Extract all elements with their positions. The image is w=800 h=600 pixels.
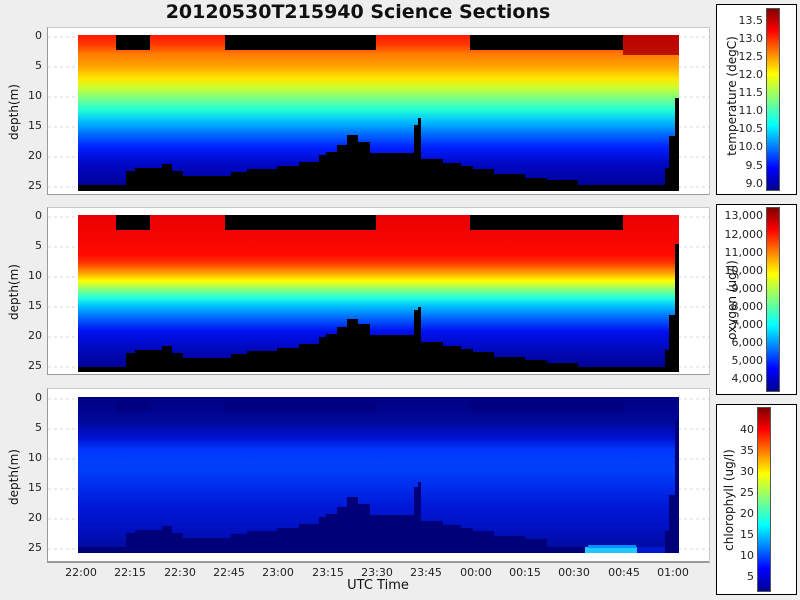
colorbar-tick: 12.0 bbox=[738, 68, 764, 81]
colorbar-tick: 13.0 bbox=[738, 32, 764, 45]
y-tick: 20 bbox=[28, 511, 42, 524]
y-tick: 0 bbox=[35, 209, 42, 222]
colorbar-tick: 4,000 bbox=[731, 372, 764, 385]
panel3-y-axis-label: depth(m) bbox=[7, 449, 21, 505]
colorbar-tick: 8,000 bbox=[731, 300, 764, 313]
oxygen-colorbar: oxygen (ug/l) 13,000 12,000 11,000 10,00… bbox=[716, 204, 797, 395]
colorbar-tick: 12.5 bbox=[738, 50, 764, 63]
temperature-colorbar: temperature (degC) 13.5 13.0 12.5 12.0 1… bbox=[716, 4, 797, 195]
colorbar-tick: 13.5 bbox=[738, 14, 764, 27]
colorbar-tick: 9.0 bbox=[745, 177, 764, 190]
chart-title: 20120530T215940 Science Sections bbox=[165, 1, 551, 23]
x-tick: 22:00 bbox=[65, 566, 97, 579]
colorbar-tick: 13,000 bbox=[724, 209, 764, 222]
y-tick: 10 bbox=[28, 451, 42, 464]
colorbar-tick: 30 bbox=[740, 465, 754, 478]
x-tick: 00:45 bbox=[608, 566, 640, 579]
y-tick: 10 bbox=[28, 89, 42, 102]
x-tick: 23:00 bbox=[262, 566, 294, 579]
y-tick: 0 bbox=[35, 391, 42, 404]
colorbar-tick: 40 bbox=[740, 423, 754, 436]
colorbar-tick: 25 bbox=[740, 486, 754, 499]
y-tick: 5 bbox=[35, 59, 42, 72]
y-tick: 15 bbox=[28, 299, 42, 312]
x-tick: 22:30 bbox=[164, 566, 196, 579]
colorbar-tick: 12,000 bbox=[724, 228, 764, 241]
y-tick: 10 bbox=[28, 269, 42, 282]
x-tick: 22:45 bbox=[213, 566, 245, 579]
y-tick: 25 bbox=[28, 541, 42, 554]
colorbar-tick: 11.0 bbox=[738, 104, 764, 117]
x-tick: 23:45 bbox=[410, 566, 442, 579]
y-tick: 25 bbox=[28, 179, 42, 192]
oxygen-section-plot bbox=[47, 207, 710, 375]
x-tick: 00:15 bbox=[509, 566, 541, 579]
x-tick: 01:00 bbox=[657, 566, 689, 579]
oxygen-colorbar-gradient bbox=[766, 207, 780, 392]
y-tick: 15 bbox=[28, 119, 42, 132]
y-tick: 20 bbox=[28, 329, 42, 342]
x-axis-line bbox=[47, 561, 709, 562]
colorbar-tick: 10 bbox=[740, 549, 754, 562]
colorbar-tick: 10.5 bbox=[738, 122, 764, 135]
x-tick: 22:15 bbox=[114, 566, 146, 579]
chlorophyll-section-plot bbox=[47, 388, 710, 563]
y-tick: 25 bbox=[28, 359, 42, 372]
x-axis-label: UTC Time bbox=[347, 578, 409, 593]
y-tick: 20 bbox=[28, 149, 42, 162]
colorbar-tick: 35 bbox=[740, 444, 754, 457]
x-tick: 00:00 bbox=[460, 566, 492, 579]
oxygen-heatmap bbox=[48, 215, 709, 372]
colorbar-tick: 7,000 bbox=[731, 318, 764, 331]
y-tick: 15 bbox=[28, 481, 42, 494]
y-tick: 0 bbox=[35, 29, 42, 42]
panel2-y-axis-label: depth(m) bbox=[7, 264, 21, 320]
temperature-colorbar-gradient bbox=[766, 8, 780, 191]
chlorophyll-colorbar: chlorophyll (ug/l) 40 35 30 25 20 15 10 … bbox=[716, 404, 797, 595]
colorbar-tick: 11.5 bbox=[738, 86, 764, 99]
colorbar-tick: 11,000 bbox=[724, 246, 764, 259]
colorbar-tick: 10.0 bbox=[738, 140, 764, 153]
chlorophyll-colorbar-gradient bbox=[757, 407, 771, 592]
x-tick: 23:15 bbox=[312, 566, 344, 579]
panel1-y-axis-label: depth(m) bbox=[7, 84, 21, 140]
temperature-colorbar-label: temperature (degC) bbox=[725, 36, 739, 156]
x-tick: 00:30 bbox=[558, 566, 590, 579]
colorbar-tick: 9,000 bbox=[731, 282, 764, 295]
chlorophyll-heatmap bbox=[48, 397, 709, 553]
colorbar-tick: 20 bbox=[740, 507, 754, 520]
x-tick: 23:30 bbox=[361, 566, 393, 579]
y-tick: 5 bbox=[35, 421, 42, 434]
y-tick: 5 bbox=[35, 239, 42, 252]
colorbar-tick: 6,000 bbox=[731, 336, 764, 349]
colorbar-tick: 15 bbox=[740, 528, 754, 541]
colorbar-tick: 5,000 bbox=[731, 354, 764, 367]
colorbar-tick: 5 bbox=[747, 570, 754, 583]
temperature-section-plot bbox=[47, 27, 710, 195]
colorbar-tick: 9.5 bbox=[745, 159, 764, 172]
colorbar-tick: 10,000 bbox=[724, 264, 764, 277]
temperature-heatmap bbox=[48, 35, 709, 191]
chlorophyll-colorbar-label: chlorophyll (ug/l) bbox=[722, 449, 736, 551]
